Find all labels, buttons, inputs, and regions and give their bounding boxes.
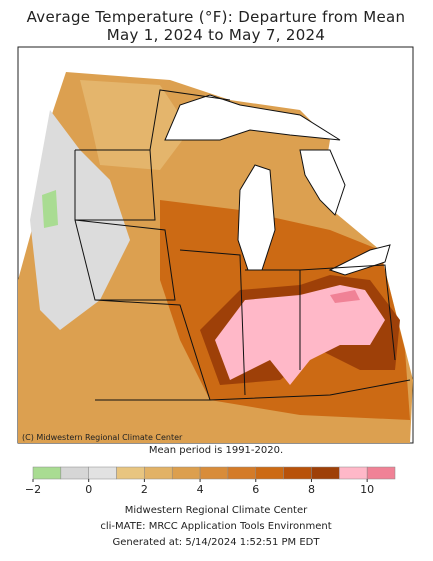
lake-superior	[164, 94, 341, 141]
legend-tick-label: 2	[141, 483, 148, 496]
region-mild	[80, 80, 190, 170]
legend-swatch	[32, 466, 62, 480]
region-pink-dark	[330, 290, 360, 303]
lake-michigan	[237, 164, 276, 271]
footer-line: Generated at: 5/14/2024 1:52:51 PM EDT	[113, 537, 321, 548]
state-line	[74, 149, 156, 221]
state-line	[209, 379, 411, 401]
state-line	[94, 299, 211, 401]
state-line	[299, 264, 396, 361]
legend-tick-label: −2	[25, 483, 41, 496]
lake-huron	[299, 149, 346, 216]
note: Mean period is 1991-2020.	[149, 445, 283, 456]
legend-swatch	[255, 466, 284, 480]
region-cool	[42, 190, 58, 228]
legend-tick-label: 0	[85, 483, 92, 496]
legend-swatch	[144, 466, 173, 480]
map-credit: (C) Midwestern Regional Climate Center	[22, 433, 183, 442]
state-line	[74, 219, 176, 301]
legend-tick-label: 10	[360, 483, 374, 496]
legend-swatch	[227, 466, 257, 480]
legend-swatch	[116, 466, 145, 480]
legend: −2 0 2 4 6 8 10	[25, 466, 396, 496]
legend-swatch	[199, 466, 229, 480]
footer-line: Midwestern Regional Climate Center	[125, 505, 308, 516]
state-line	[149, 89, 231, 151]
footer-line: cli-MATE: MRCC Application Tools Environ…	[100, 521, 331, 532]
legend-tick-label: 6	[252, 483, 259, 496]
legend-swatch	[339, 466, 368, 480]
legend-swatch	[283, 466, 312, 480]
legend-tick-label: 4	[197, 483, 204, 496]
legend-swatch	[60, 466, 89, 480]
legend-swatch	[88, 466, 117, 480]
legend-tick-label: 8	[308, 483, 315, 496]
state-line	[179, 249, 246, 396]
legend-swatch	[366, 466, 396, 480]
legend-swatch	[171, 466, 201, 480]
subtitle: May 1, 2024 to May 7, 2024	[107, 26, 325, 44]
legend-swatch	[311, 466, 340, 480]
map: (C) Midwestern Regional Climate Center	[17, 46, 414, 444]
title: Average Temperature (°F): Departure from…	[27, 8, 406, 26]
